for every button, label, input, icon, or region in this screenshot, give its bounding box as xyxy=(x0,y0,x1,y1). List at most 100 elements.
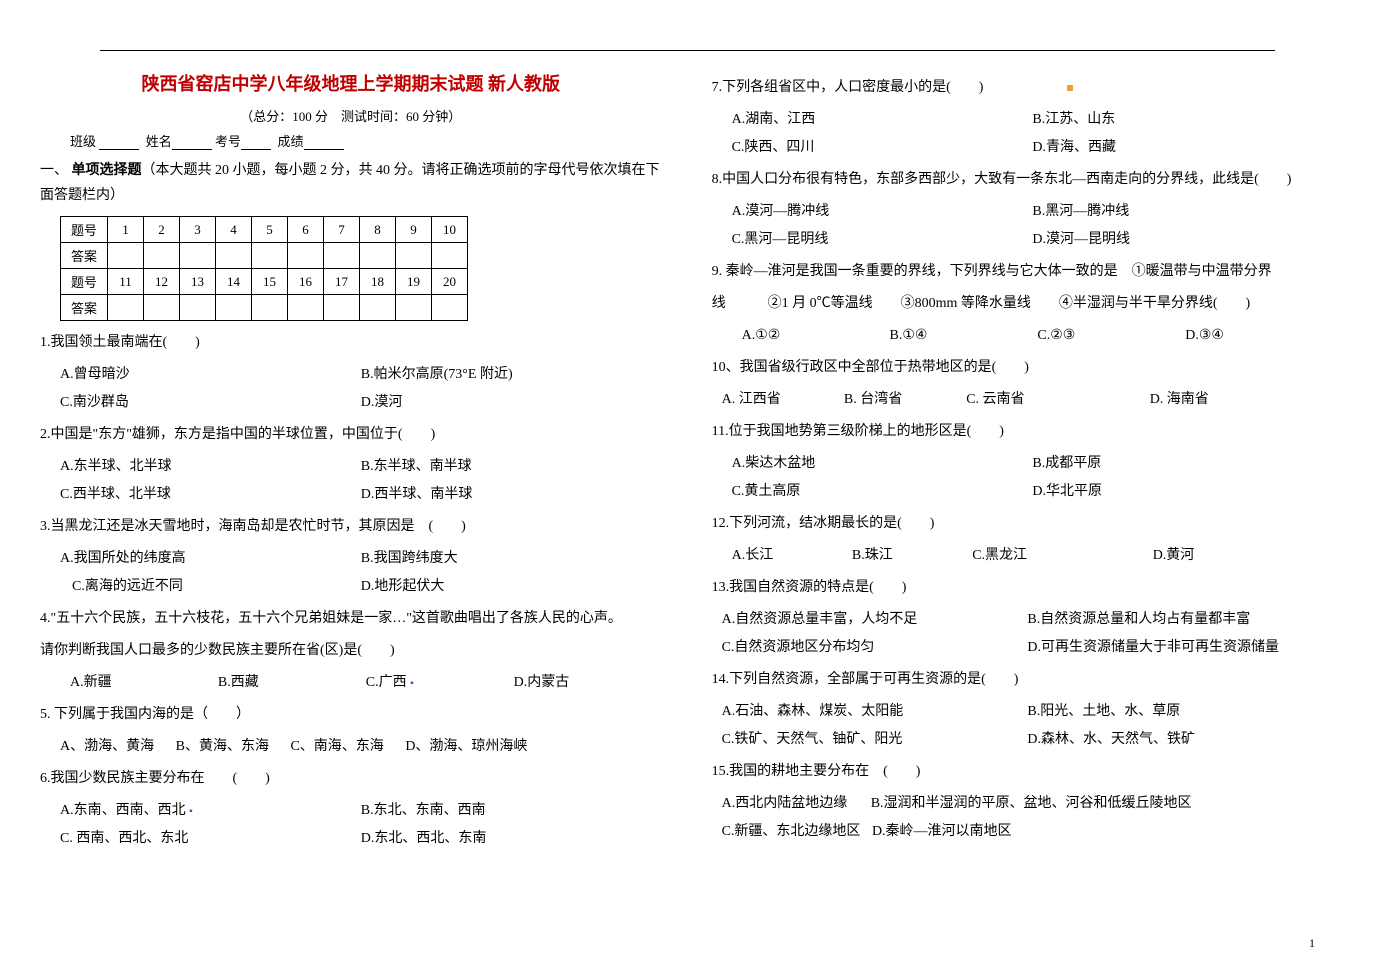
ans-cell xyxy=(216,295,252,321)
q7-a: A.湖南、江西 xyxy=(732,106,1033,134)
dot-icon: ▪ xyxy=(189,806,193,817)
q15-stem: 15.我国的耕地主要分布在 ( ) xyxy=(712,758,1334,786)
q1-d: D.漠河 xyxy=(361,389,662,417)
q14-c: C.铁矿、天然气、铀矿、阳光 xyxy=(722,726,1028,754)
q8-a: A.漠河—腾冲线 xyxy=(732,198,1033,226)
q6-b: B.东北、东南、西南 xyxy=(361,797,662,825)
q14-b: B.阳光、土地、水、草原 xyxy=(1027,698,1333,726)
num-cell: 10 xyxy=(432,217,468,243)
ans-cell xyxy=(396,243,432,269)
q7-b: B.江苏、山东 xyxy=(1032,106,1333,134)
q12-b: B.珠江 xyxy=(852,542,972,570)
num-cell: 1 xyxy=(108,217,144,243)
q13-c: C.自然资源地区分布均匀 xyxy=(722,634,1028,662)
q14-options: A.石油、森林、煤炭、太阳能 B.阳光、土地、水、草原 C.铁矿、天然气、铀矿、… xyxy=(712,698,1334,754)
q4-options: A.新疆 B.西藏 C.广西 ▪ D.内蒙古 xyxy=(40,669,662,697)
section-1-prefix: 一、 xyxy=(40,163,68,178)
q2-stem: 2.中国是"东方"雄狮，东方是指中国的半球位置，中国位于( ) xyxy=(40,421,662,449)
q8-options: A.漠河—腾冲线 B.黑河—腾冲线 C.黑河—昆明线 D.漠河—昆明线 xyxy=(712,198,1334,254)
q4-a: A.新疆 xyxy=(70,669,218,697)
left-column: 陕西省窑店中学八年级地理上学期期末试题 新人教版 （总分：100 分 测试时间：… xyxy=(40,70,662,853)
score-label: 成绩 xyxy=(278,134,304,149)
ans-cell xyxy=(216,243,252,269)
q4-c-text: C.广西 xyxy=(366,675,407,690)
q14-d: D.森林、水、天然气、铁矿 xyxy=(1027,726,1333,754)
answer-table: 题号 1 2 3 4 5 6 7 8 9 10 答案 题号 11 12 13 xyxy=(60,216,468,321)
q13-stem: 13.我国自然资源的特点是( ) xyxy=(712,574,1334,602)
num-cell: 2 xyxy=(144,217,180,243)
q2-d: D.西半球、南半球 xyxy=(361,481,662,509)
q14-stem: 14.下列自然资源，全部属于可再生资源的是( ) xyxy=(712,666,1334,694)
num-cell: 4 xyxy=(216,217,252,243)
q2-a: A.东半球、北半球 xyxy=(60,453,361,481)
class-blank xyxy=(99,136,139,150)
q9-b: B.①④ xyxy=(889,322,1037,350)
num-cell: 9 xyxy=(396,217,432,243)
q2-b: B.东半球、南半球 xyxy=(361,453,662,481)
q8-c: C.黑河—昆明线 xyxy=(732,226,1033,254)
q12-a: A.长江 xyxy=(732,542,852,570)
q7-c: C.陕西、四川 xyxy=(732,134,1033,162)
q11-b: B.成都平原 xyxy=(1032,450,1333,478)
num-cell: 7 xyxy=(324,217,360,243)
student-info-line: 班级 姓名 考号 成绩 xyxy=(40,131,662,150)
q13-d: D.可再生资源储量大于非可再生资源储量 xyxy=(1027,634,1333,662)
name-label: 姓名 xyxy=(146,134,172,149)
q12-stem: 12.下列河流，结冰期最长的是( ) xyxy=(712,510,1334,538)
ans-cell xyxy=(252,295,288,321)
table-row: 答案 xyxy=(61,295,468,321)
row-label: 题号 xyxy=(61,217,108,243)
section-1-header: 一、 单项选择题（本大题共 20 小题，每小题 2 分，共 40 分。请将正确选… xyxy=(40,158,662,208)
q1-c: C.南沙群岛 xyxy=(60,389,361,417)
q11-a: A.柴达木盆地 xyxy=(732,450,1033,478)
ans-cell xyxy=(144,243,180,269)
q6-c: C. 西南、西北、东北 xyxy=(60,825,361,853)
q3-options: A.我国所处的纬度高 B.我国跨纬度大 C.离海的远近不同 D.地形起伏大 xyxy=(40,545,662,601)
q10-stem: 10、我国省级行政区中全部位于热带地区的是( ) xyxy=(712,354,1334,382)
num-cell: 8 xyxy=(360,217,396,243)
num-cell: 5 xyxy=(252,217,288,243)
q13-options: A.自然资源总量丰富，人均不足 B.自然资源总量和人均占有量都丰富 C.自然资源… xyxy=(712,606,1334,662)
q7-options: A.湖南、江西 B.江苏、山东 C.陕西、四川 D.青海、西藏 xyxy=(712,106,1334,162)
table-row: 题号 1 2 3 4 5 6 7 8 9 10 xyxy=(61,217,468,243)
q1-b: B.帕米尔高原(73°E 附近) xyxy=(361,361,662,389)
ans-cell xyxy=(432,295,468,321)
q7-d: D.青海、西藏 xyxy=(1032,134,1333,162)
ans-cell xyxy=(252,243,288,269)
q3-d: D.地形起伏大 xyxy=(361,573,662,601)
num-cell: 3 xyxy=(180,217,216,243)
q11-options: A.柴达木盆地 B.成都平原 C.黄土高原 D.华北平原 xyxy=(712,450,1334,506)
q6-options: A.东南、西南、西北 ▪ B.东北、东南、西南 C. 西南、西北、东北 D.东北… xyxy=(40,797,662,853)
q10-d: D. 海南省 xyxy=(1150,386,1333,414)
q9-stem2: 线 ②1 月 0℃等温线 ③800mm 等降水量线 ④半湿润与半干旱分界线( ) xyxy=(712,290,1334,318)
q1-a: A.曾母暗沙 xyxy=(60,361,361,389)
q10-b: B. 台湾省 xyxy=(844,386,966,414)
num-cell: 13 xyxy=(180,269,216,295)
ans-cell xyxy=(108,243,144,269)
num-cell: 6 xyxy=(288,217,324,243)
q4-d: D.内蒙古 xyxy=(514,669,662,697)
ans-cell xyxy=(144,295,180,321)
q10-options: A. 江西省 B. 台湾省 C. 云南省 D. 海南省 xyxy=(712,386,1334,414)
q8-stem: 8.中国人口分布很有特色，东部多西部少，大致有一条东北—西南走向的分界线，此线是… xyxy=(712,166,1334,194)
ans-cell xyxy=(396,295,432,321)
q4-c: C.广西 ▪ xyxy=(366,669,514,697)
q5-d: D、渤海、琼州海峡 xyxy=(405,733,527,761)
q13-a: A.自然资源总量丰富，人均不足 xyxy=(722,606,1028,634)
q8-d: D.漠河—昆明线 xyxy=(1032,226,1333,254)
q2-c: C.西半球、北半球 xyxy=(60,481,361,509)
row-label: 答案 xyxy=(61,295,108,321)
q4-stem1: 4."五十六个民族，五十六枝花，五十六个兄弟姐妹是一家…"这首歌曲唱出了各族人民… xyxy=(40,605,662,633)
q15-row1: A.西北内陆盆地边缘 B.湿润和半湿润的平原、盆地、河谷和低缓丘陵地区 xyxy=(722,790,1334,818)
q3-a: A.我国所处的纬度高 xyxy=(60,545,361,573)
ans-cell xyxy=(180,243,216,269)
q11-d: D.华北平原 xyxy=(1032,478,1333,506)
q12-d: D.黄河 xyxy=(1153,542,1333,570)
q11-stem: 11.位于我国地势第三级阶梯上的地形区是( ) xyxy=(712,418,1334,446)
ans-cell xyxy=(360,243,396,269)
page-number: 1 xyxy=(1309,936,1315,951)
q15-options: A.西北内陆盆地边缘 B.湿润和半湿润的平原、盆地、河谷和低缓丘陵地区 C.新疆… xyxy=(712,790,1334,846)
row-label: 答案 xyxy=(61,243,108,269)
q15-d: D.秦岭—淮河以南地区 xyxy=(872,824,1012,839)
q7-stem: 7.下列各组省区中，人口密度最小的是( ) xyxy=(712,74,1334,102)
